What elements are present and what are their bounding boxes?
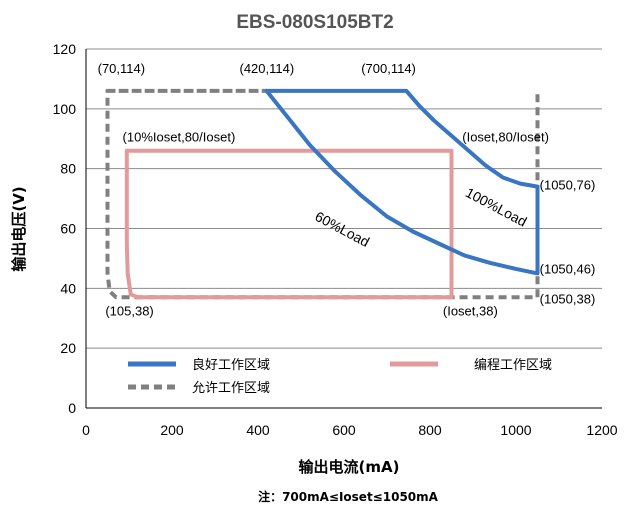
legend-label: 允许工作区域 <box>192 380 270 396</box>
legend-label: 良好工作区域 <box>192 357 270 373</box>
footnote: 注：700mA≤Ioset≤1050mA <box>258 489 439 504</box>
x-tick-label: 0 <box>82 422 90 438</box>
annotation-label: 100%Load <box>463 184 530 230</box>
x-axis-label: 输出电流(mA) <box>299 458 400 476</box>
x-tick-label: 1200 <box>586 422 617 438</box>
series-line-2 <box>124 148 454 300</box>
annotation-label: (Ioset,38) <box>443 303 498 318</box>
annotation-label: (105,38) <box>105 303 153 318</box>
y-tick-label: 80 <box>60 161 76 177</box>
annotation-label: 60%Load <box>312 208 372 250</box>
y-tick-label: 100 <box>53 101 77 117</box>
grid <box>86 48 602 349</box>
annotation-label: (1050,46) <box>540 261 596 276</box>
series-line-3 <box>105 88 540 300</box>
annotation-label: (420,114) <box>240 61 295 76</box>
y-axis-label: 输出电压(V) <box>10 186 28 271</box>
x-tick-label: 800 <box>418 422 442 438</box>
y-tick-label: 120 <box>53 41 77 57</box>
y-tick-label: 20 <box>60 340 76 356</box>
annotation-label: (700,114) <box>361 61 416 76</box>
annotation-label: (1050,38) <box>540 291 596 306</box>
x-tick-label: 400 <box>246 422 270 438</box>
y-tick-label: 40 <box>60 280 76 296</box>
annotation-layer: (70,114) (420,114) (700,114) (10%Ioset,80/I… <box>98 61 596 318</box>
chart-title: EBS-080S105BT2 <box>236 12 393 33</box>
y-tick-label: 60 <box>60 221 76 237</box>
legend-label: 编程工作区域 <box>474 358 552 373</box>
annotation-label: (1050,76) <box>540 178 596 193</box>
series-line-1 <box>264 88 540 276</box>
annotation-label: (Ioset,80/Ioset) <box>462 130 549 145</box>
x-tick-label: 1000 <box>500 422 531 438</box>
annotation-label: (10%Ioset,80/Ioset) <box>123 130 236 145</box>
x-tick-label: 600 <box>332 422 356 438</box>
x-tick-label: 200 <box>160 422 184 438</box>
y-tick-label: 0 <box>68 400 76 416</box>
annotation-label: (70,114) <box>98 61 145 76</box>
series-layer <box>105 88 540 300</box>
